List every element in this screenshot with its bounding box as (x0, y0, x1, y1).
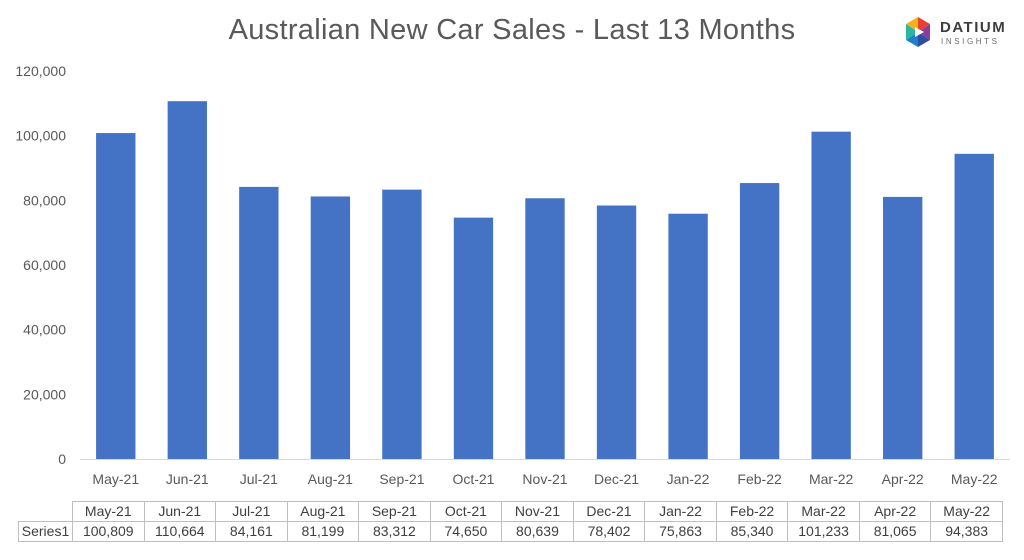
data-table-value: 83,312 (358, 521, 431, 542)
logo-sub-text: INSIGHTS (941, 37, 1000, 46)
data-table-category: Mar-22 (787, 501, 860, 522)
y-axis: 0 20,000 40,000 60,000 80,000 100,000 120,000 (15, 63, 66, 467)
data-table-value: 85,340 (715, 521, 789, 542)
datium-logo: DATIUM INSIGHTS (904, 14, 1016, 54)
x-tick-label: Apr-22 (882, 471, 924, 487)
data-table: May-21 Jun-21 Jul-21 Aug-21 Sep-21 Oct-21 Nov-… (18, 501, 1003, 542)
datium-logo-icon (906, 17, 930, 47)
x-tick-label: Dec-21 (594, 471, 639, 487)
y-tick-label: 20,000 (23, 386, 66, 402)
bar (453, 217, 494, 459)
data-table-value: 101,233 (787, 521, 860, 542)
data-table-value: 78,402 (572, 521, 646, 542)
x-tick-label: Mar-22 (809, 471, 854, 487)
x-tick-label: Feb-22 (737, 471, 782, 487)
bar (883, 196, 923, 459)
data-table-category: Jul-21 (215, 501, 288, 522)
bar (167, 101, 207, 459)
bar (668, 213, 708, 459)
bar (382, 189, 422, 460)
data-table-category: Sep-21 (358, 501, 431, 522)
bar-chart: 020,00040,00060,00080,000100,000120,000 … (15, 63, 1010, 487)
x-tick-label: Jan-22 (667, 471, 710, 487)
data-table-category: May-22 (930, 501, 1003, 522)
data-table-header-row: May-21 Jun-21 Jul-21 Aug-21 Sep-21 Oct-21 Nov-… (18, 501, 1003, 522)
data-table-series-name: Series1 (18, 521, 73, 542)
x-tick-label: Oct-21 (452, 471, 494, 487)
y-tick-label: 120,000 (15, 63, 66, 79)
data-table-category: Jun-21 (143, 501, 217, 522)
bar (239, 186, 279, 459)
bar (954, 153, 994, 459)
x-tick-label: Nov-21 (522, 471, 567, 487)
bar (525, 198, 565, 460)
x-axis: May-21 Jun-21 Jul-21 Aug-21 Sep-21 Oct-21 Nov-… (92, 471, 997, 487)
data-table-category: Feb-22 (715, 501, 789, 522)
y-tick-label: 60,000 (23, 257, 66, 273)
x-tick-label: Sep-21 (379, 471, 424, 487)
data-table-value: 94,383 (930, 521, 1003, 542)
data-table-value: 110,664 (143, 521, 217, 542)
data-table-values-row: Series1 100,809 110,664 84,161 81,199 83,312… (18, 521, 1003, 542)
bar (811, 131, 851, 459)
x-tick-label: Jul-21 (240, 471, 278, 487)
y-tick-label: 0 (58, 451, 66, 467)
data-table-category: May-21 (72, 501, 145, 522)
data-table-category: Jan-22 (644, 501, 717, 522)
data-table-value: 100,809 (72, 521, 145, 542)
data-table-corner (18, 501, 73, 522)
bar (310, 196, 351, 459)
logo-brand-text: DATIUM (940, 19, 1007, 36)
x-tick-label: May-21 (92, 471, 139, 487)
data-table-value: 84,161 (215, 521, 288, 542)
data-table-value: 80,639 (501, 521, 574, 542)
data-table-category: Oct-21 (429, 501, 503, 522)
data-table-value: 74,650 (429, 521, 503, 542)
x-tick-label: Jun-21 (166, 471, 209, 487)
x-tick-label: Aug-21 (308, 471, 353, 487)
data-table-value: 75,863 (644, 521, 717, 542)
data-table-category: Apr-22 (858, 501, 932, 522)
bars (96, 101, 994, 460)
data-table-value: 81,065 (858, 521, 932, 542)
bar (96, 133, 136, 459)
y-tick-label: 80,000 (23, 192, 66, 208)
data-table-value: 81,199 (286, 521, 360, 542)
bar (596, 205, 637, 459)
data-table-category: Dec-21 (572, 501, 646, 522)
y-tick-label: 40,000 (23, 322, 66, 338)
x-tick-label: May-22 (951, 471, 998, 487)
chart-title: Australian New Car Sales - Last 13 Month… (228, 14, 796, 46)
bar (739, 183, 780, 460)
data-table-category: Aug-21 (286, 501, 360, 522)
y-tick-label: 100,000 (15, 128, 66, 144)
data-table-category: Nov-21 (501, 501, 574, 522)
